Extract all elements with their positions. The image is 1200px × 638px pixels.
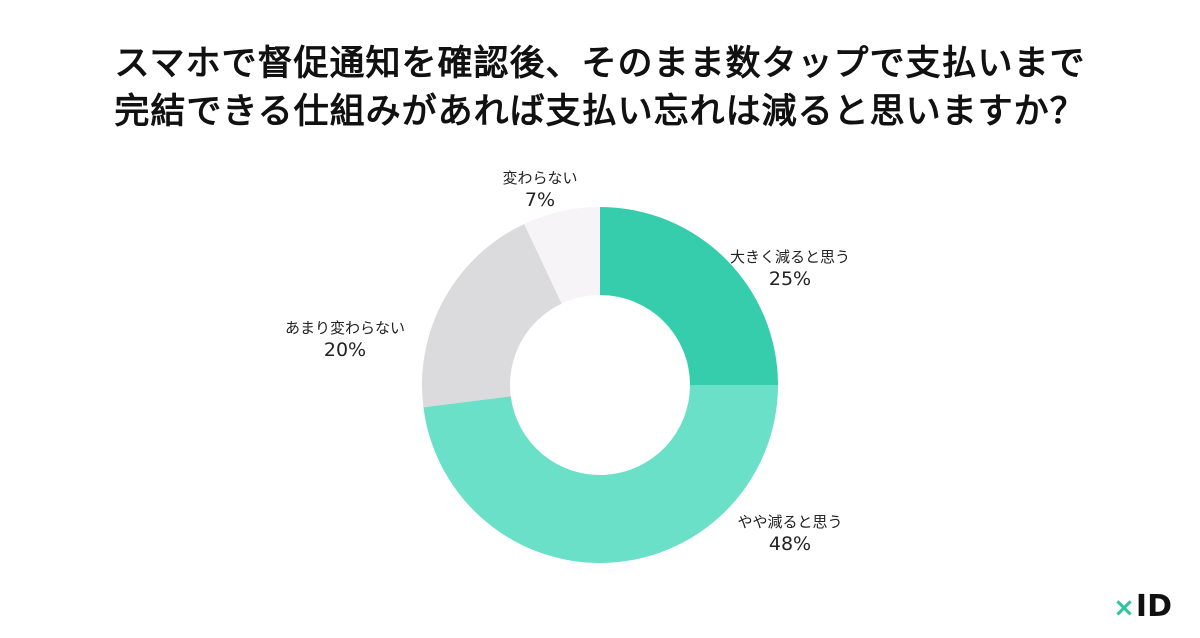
slice-label-3: あまり変わらない — [285, 319, 405, 337]
slice-label-4: 変わらない — [502, 169, 577, 187]
slice-2 — [423, 385, 778, 564]
slice-value-4: 7% — [525, 189, 555, 211]
chart-title-line1: スマホで督促通知を確認後、そのまま数タップで支払いまで — [114, 44, 1086, 84]
xid-logo: ×ID — [1113, 589, 1172, 624]
logo-mark: × — [1113, 593, 1135, 623]
slice-label-2: やや減ると思う — [737, 513, 842, 531]
slice-value-3: 20% — [324, 339, 366, 361]
slice-1 — [600, 207, 778, 385]
chart-title-line2: 完結できる仕組みがあれば支払い忘れは減ると思いますか？ — [114, 92, 1086, 132]
slice-3 — [422, 223, 562, 408]
logo-text: ID — [1135, 589, 1172, 624]
slice-4 — [524, 207, 600, 304]
donut-slices — [422, 207, 778, 564]
slice-value-2: 48% — [769, 533, 811, 555]
slice-value-1: 25% — [769, 268, 811, 290]
slice-label-1: 大きく減ると思う — [730, 248, 850, 266]
donut-labels: 大きく減ると思う 25% やや減ると思う 48% あまり変わらない 20% 変わらない 7% — [285, 169, 850, 555]
chart-title: スマホで督促通知を確認後、そのまま数タップで支払いまで 完結できる仕組みがあれば… — [0, 40, 1200, 136]
